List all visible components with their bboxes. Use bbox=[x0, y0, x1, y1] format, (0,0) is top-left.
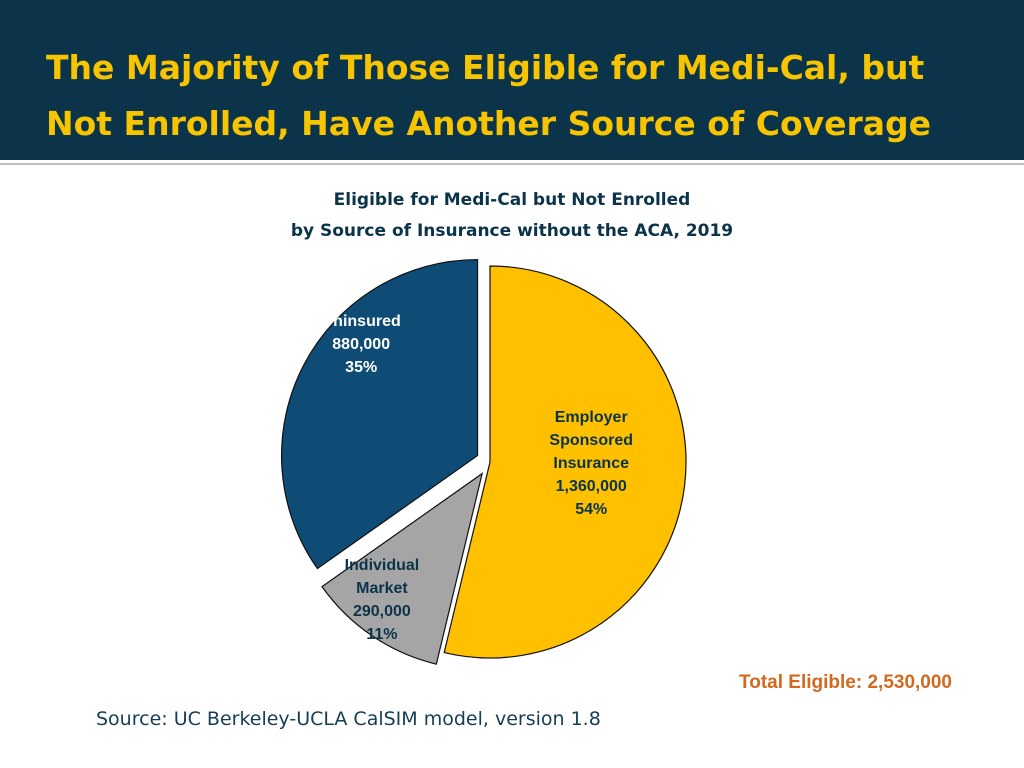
pie-slice-uninsured bbox=[281, 258, 479, 570]
pie-slice-employer-sponsored-insurance bbox=[443, 265, 687, 659]
slide-title: The Majority of Those Eligible for Medi-… bbox=[46, 48, 932, 143]
slice-label-employer-sponsored-insurance: Employer Sponsored Insurance 1,360,000 54% bbox=[549, 409, 633, 518]
chart-title: Eligible for Medi-Cal but Not Enrolled b… bbox=[212, 185, 812, 247]
total-eligible-label: Total Eligible: 2,530,000 bbox=[739, 672, 952, 693]
chart-title-line-1: Eligible for Medi-Cal but Not Enrolled bbox=[333, 190, 691, 210]
slice-label-individual-market: Individual Market 290,000 11% bbox=[345, 557, 420, 643]
pie-slice-individual-market bbox=[321, 472, 484, 665]
slice-label-uninsured: Uninsured 880,000 35% bbox=[322, 313, 401, 376]
chart-title-line-2: by Source of Insurance without the ACA, … bbox=[290, 221, 734, 241]
banner-divider bbox=[0, 163, 1024, 165]
source-note: Source: UC Berkeley-UCLA CalSIM model, v… bbox=[96, 708, 601, 730]
title-banner bbox=[0, 0, 1024, 160]
